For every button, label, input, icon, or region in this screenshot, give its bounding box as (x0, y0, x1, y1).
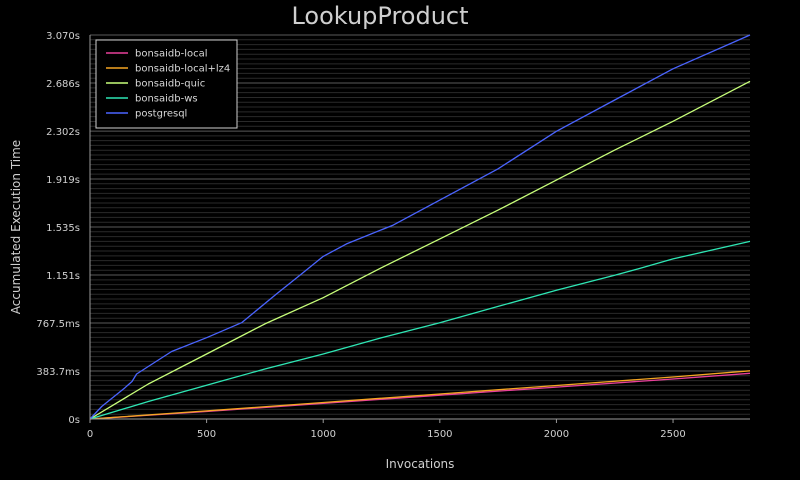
y-tick-label: 2.686s (46, 79, 80, 90)
y-axis-title: Accumulated Execution Time (9, 140, 23, 314)
y-tick-label: 1.535s (46, 223, 80, 234)
chart-title: LookupProduct (291, 2, 468, 30)
y-tick-label: 2.302s (46, 127, 80, 138)
y-tick-label: 1.919s (46, 175, 80, 186)
y-tick-label: 0s (68, 415, 80, 426)
x-tick-label: 2000 (544, 429, 569, 440)
series-line-postgresql (89, 34, 751, 420)
series-line-bonsaidb-ws (89, 240, 751, 420)
series-lines (89, 34, 751, 420)
x-axis-title: Invocations (386, 457, 455, 471)
x-tick-labels: 0 500 1000 1500 2000 2500 (87, 419, 686, 440)
y-tick-label: 1.151s (46, 271, 80, 282)
x-tick-label: 2500 (660, 429, 685, 440)
series-line-bonsaidb-local-lz4 (89, 370, 751, 420)
legend-label-bonsaidb-local-lz4: bonsaidb-local+lz4 (135, 64, 230, 75)
legend-label-bonsaidb-ws: bonsaidb-ws (135, 94, 198, 105)
y-tick-label: 3.070s (46, 31, 80, 42)
legend-label-postgresql: postgresql (135, 109, 187, 120)
y-tick-label: 767.5ms (36, 319, 80, 330)
y-tick-label: 383.7ms (36, 367, 80, 378)
x-tick-label: 0 (87, 429, 93, 440)
series-line-bonsaidb-quic (89, 80, 751, 420)
legend-label-bonsaidb-local: bonsaidb-local (135, 49, 208, 60)
x-tick-label: 500 (197, 429, 216, 440)
legend: bonsaidb-local bonsaidb-local+lz4 bonsaidb… (95, 39, 238, 129)
legend-label-bonsaidb-quic: bonsaidb-quic (135, 79, 205, 90)
x-tick-label: 1000 (310, 429, 335, 440)
x-tick-label: 1500 (427, 429, 452, 440)
y-tick-labels: 0s 383.7ms 767.5ms 1.151s 1.535s 1.919s 2.302s… (36, 31, 80, 426)
major-grid (90, 34, 750, 420)
